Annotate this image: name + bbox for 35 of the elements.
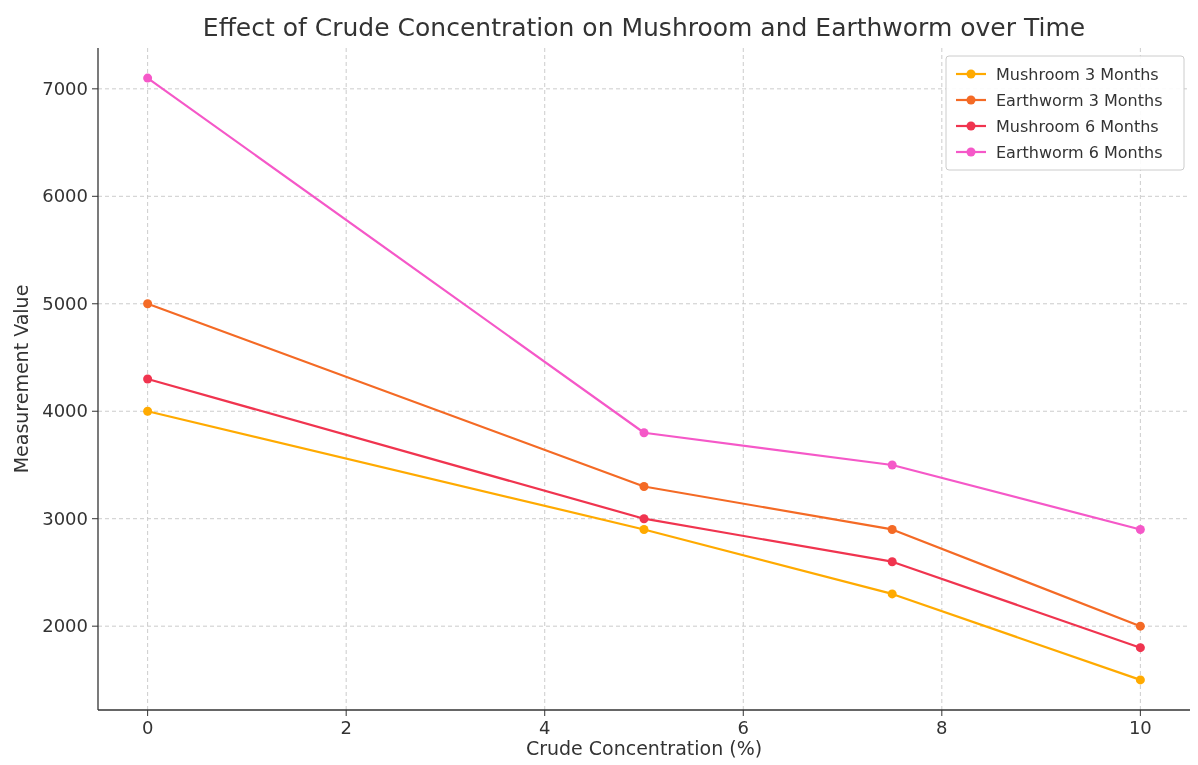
x-tick-label: 4	[539, 717, 551, 738]
point	[1135, 621, 1145, 631]
point	[887, 589, 897, 599]
legend-label: Earthworm 6 Months	[996, 143, 1163, 162]
x-tick-label: 6	[737, 717, 749, 738]
x-tick-label: 0	[141, 717, 154, 738]
y-tick-label: 7000	[42, 77, 88, 99]
x-tick-label: 10	[1128, 717, 1152, 738]
point	[143, 374, 153, 384]
x-axis-title: Crude Concentration (%)	[525, 737, 763, 759]
y-tick-label: 3000	[42, 507, 88, 529]
point	[143, 406, 153, 416]
x-tick-label: 2	[340, 717, 352, 738]
point	[639, 481, 649, 491]
x-tick-label: 8	[936, 717, 948, 738]
legend-label: Mushroom 3 Months	[996, 65, 1159, 84]
y-axis-title: Measurement Value	[10, 284, 32, 474]
y-tick-label: 6000	[42, 185, 88, 207]
point	[887, 524, 897, 534]
point	[639, 514, 649, 524]
point	[143, 299, 153, 309]
point	[1135, 675, 1145, 685]
point	[639, 524, 649, 534]
point	[1135, 643, 1145, 653]
y-tick-label: 5000	[42, 292, 88, 314]
chart-title: Effect of Crude Concentration on Mushroom and Earthworm over Time	[202, 13, 1086, 42]
y-tick-label: 2000	[42, 615, 88, 637]
y-tick-label: 4000	[42, 400, 88, 422]
point	[143, 73, 153, 83]
point	[1135, 524, 1145, 534]
point	[887, 557, 897, 567]
legend-label: Mushroom 6 Months	[996, 117, 1159, 136]
legend-label: Earthworm 3 Months	[996, 91, 1163, 110]
point	[887, 460, 897, 470]
point	[639, 428, 649, 438]
